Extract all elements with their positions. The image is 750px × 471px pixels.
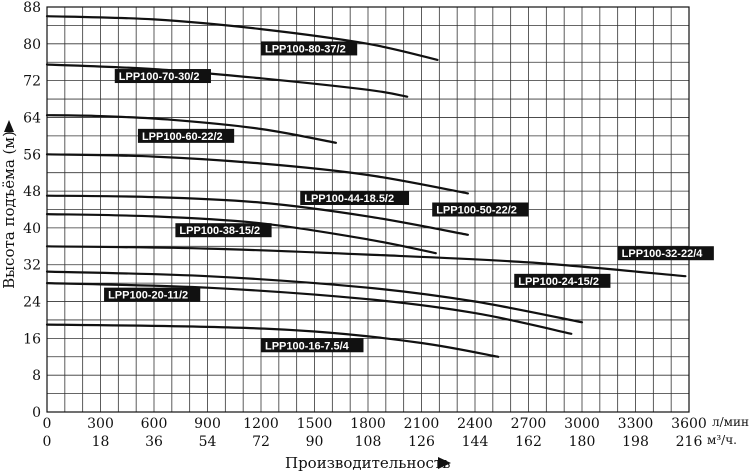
x-tick-label-primary: 1500 xyxy=(297,416,333,432)
x-tick-label-secondary: 126 xyxy=(408,434,435,450)
x-tick-label-secondary: 18 xyxy=(92,434,110,450)
x-tick-label-secondary: 72 xyxy=(252,434,270,450)
y-axis-arrow-icon xyxy=(4,120,14,132)
y-tick-label: 48 xyxy=(23,184,41,200)
x-tick-label-primary: 2100 xyxy=(404,416,440,432)
x-tick-label-secondary: 0 xyxy=(43,434,52,450)
x-tick-label-secondary: 180 xyxy=(569,434,596,450)
x-tick-label-secondary: 198 xyxy=(622,434,649,450)
series-line xyxy=(45,270,584,324)
series-label-text: LPP100-70-30/2 xyxy=(119,71,200,83)
x-tick-label-primary: 3600 xyxy=(671,416,707,432)
series-label-box xyxy=(104,287,201,302)
series-label-box xyxy=(432,202,529,217)
y-tick-label: 16 xyxy=(23,331,41,347)
chart-series xyxy=(45,15,687,358)
svg-text:Высота подъёма (м): Высота подъёма (м) xyxy=(0,131,18,289)
series-label-box xyxy=(261,338,364,353)
series-label: LPP100-60-22/2 xyxy=(137,128,235,143)
y-tick-label: 0 xyxy=(32,405,41,421)
x-tick-label-primary: 300 xyxy=(87,416,114,432)
series-label-text: LPP100-32-22/4 xyxy=(622,248,704,260)
y-tick-label: 40 xyxy=(23,221,41,237)
series-line xyxy=(45,15,439,61)
series-line xyxy=(45,323,500,358)
x-axis-arrow-icon xyxy=(438,457,451,469)
series-label: LPP100-32-22/4 xyxy=(617,246,714,261)
series-label-text: LPP100-38-15/2 xyxy=(179,225,260,237)
x-unit-secondary: м³/ч. xyxy=(707,433,737,447)
y-tick-label: 72 xyxy=(23,74,41,90)
x-tick-label-primary: 600 xyxy=(141,416,168,432)
y-tick-label: 64 xyxy=(23,110,41,126)
series-label: LPP100-38-15/2 xyxy=(175,223,272,238)
x-tick-label-secondary: 162 xyxy=(515,434,542,450)
x-unit-primary: л/мин. xyxy=(712,415,750,429)
series-label-box xyxy=(617,246,714,261)
series-label-text: LPP100-44-18.5/2 xyxy=(304,193,394,205)
series-line xyxy=(45,245,687,278)
y-tick-label: 24 xyxy=(23,295,41,311)
x-tick-label-secondary: 54 xyxy=(199,434,217,450)
series-label: LPP100-24-15/2 xyxy=(514,273,611,288)
series-label-box xyxy=(300,190,410,205)
series-line xyxy=(45,282,573,335)
series-label-box xyxy=(137,128,235,143)
x-tick-label-primary: 3300 xyxy=(618,416,654,432)
x-tick-label-primary: 900 xyxy=(194,416,221,432)
x-tick-label-secondary: 90 xyxy=(306,434,324,450)
x-tick-label-primary: 0 xyxy=(43,416,52,432)
series-label-box xyxy=(114,69,211,84)
series-line xyxy=(45,63,409,98)
series-labels: LPP100-80-37/2 LPP100-70-30/2 LPP100-60-22… xyxy=(104,41,714,353)
series-line xyxy=(45,114,337,144)
x-axis-title: Производительность xyxy=(285,454,450,471)
x-tick-label-secondary: 108 xyxy=(355,434,382,450)
y-tick-label: 88 xyxy=(23,0,41,16)
series-label: LPP100-16-7.5/4 xyxy=(261,338,364,353)
y-axis-title: Высота подъёма (м) xyxy=(0,131,18,289)
x-tick-label-primary: 2400 xyxy=(457,416,493,432)
x-tick-label-primary: 1800 xyxy=(350,416,386,432)
series-label-box xyxy=(261,41,358,56)
series-line xyxy=(45,153,469,195)
series-label: LPP100-20-11/2 xyxy=(104,287,201,302)
x-tick-label-secondary: 144 xyxy=(462,434,489,450)
y-tick-label: 80 xyxy=(23,37,41,53)
x-tick-label-primary: 3000 xyxy=(564,416,600,432)
series-label-text: LPP100-50-22/2 xyxy=(436,205,517,217)
y-tick-label: 8 xyxy=(32,368,41,384)
series-label-box xyxy=(514,273,611,288)
series-label-text: LPP100-80-37/2 xyxy=(265,43,346,55)
series-label-text: LPP100-24-15/2 xyxy=(518,276,599,288)
series-label: LPP100-44-18.5/2 xyxy=(300,190,410,205)
y-tick-label: 32 xyxy=(23,258,41,274)
x-tick-label-secondary: 36 xyxy=(145,434,163,450)
series-label-text: LPP100-60-22/2 xyxy=(142,131,223,143)
series-label-box xyxy=(175,223,272,238)
series-label: LPP100-70-30/2 xyxy=(114,69,211,84)
x-tick-label-secondary: 216 xyxy=(676,434,703,450)
series-line xyxy=(45,194,469,236)
series-label-text: LPP100-16-7.5/4 xyxy=(265,340,350,352)
plot-frame xyxy=(46,6,690,413)
series-label-text: LPP100-20-11/2 xyxy=(108,290,188,302)
x-tick-label-primary: 1200 xyxy=(243,416,279,432)
y-tick-label: 56 xyxy=(23,147,41,163)
chart-grid xyxy=(46,6,690,413)
x-tick-label-primary: 2700 xyxy=(511,416,547,432)
series-label: LPP100-50-22/2 xyxy=(432,202,529,217)
series-label: LPP100-80-37/2 xyxy=(261,41,358,56)
